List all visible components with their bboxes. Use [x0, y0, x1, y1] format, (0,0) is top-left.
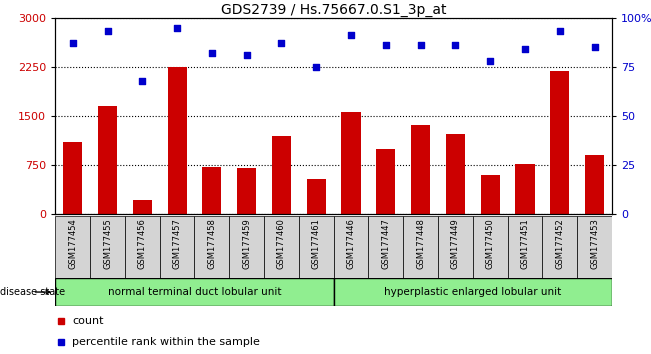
Bar [167, 67, 187, 214]
Point [68, 40, 78, 46]
Text: GSM177461: GSM177461 [312, 218, 321, 269]
Bar [446, 133, 465, 214]
Point [381, 42, 391, 48]
Point [242, 52, 252, 58]
Point [485, 58, 495, 64]
Text: GSM177450: GSM177450 [486, 218, 495, 269]
Point [172, 25, 182, 30]
Bar [333, 216, 368, 278]
Bar [272, 136, 291, 214]
Point [102, 29, 113, 34]
Point [311, 64, 322, 70]
Bar [133, 200, 152, 214]
Bar [229, 216, 264, 278]
Bar [202, 167, 221, 214]
Point [346, 33, 356, 38]
Point [276, 40, 286, 46]
Text: GSM177446: GSM177446 [346, 218, 355, 269]
Bar [63, 142, 82, 214]
Bar [438, 216, 473, 278]
Bar [411, 125, 430, 214]
Text: GSM177454: GSM177454 [68, 218, 77, 269]
Text: hyperplastic enlarged lobular unit: hyperplastic enlarged lobular unit [384, 287, 561, 297]
Bar [299, 216, 333, 278]
Bar [376, 149, 395, 214]
Text: GSM177456: GSM177456 [138, 218, 147, 269]
Bar [480, 175, 500, 214]
Text: percentile rank within the sample: percentile rank within the sample [72, 337, 260, 347]
Bar [403, 216, 438, 278]
Bar [368, 216, 403, 278]
Bar [264, 216, 299, 278]
Bar [542, 216, 577, 278]
Bar [585, 155, 604, 214]
Bar [516, 164, 534, 214]
Bar [195, 216, 229, 278]
Text: disease state: disease state [0, 287, 65, 297]
Text: count: count [72, 316, 104, 326]
Text: GSM177449: GSM177449 [451, 218, 460, 269]
Text: GSM177447: GSM177447 [381, 218, 391, 269]
Bar [333, 278, 612, 306]
Point [555, 29, 565, 34]
Point [137, 78, 148, 84]
Point [206, 50, 217, 56]
Bar [508, 216, 542, 278]
Bar [98, 106, 117, 214]
Text: GSM177452: GSM177452 [555, 218, 564, 269]
Text: GSM177448: GSM177448 [416, 218, 425, 269]
Text: GSM177457: GSM177457 [173, 218, 182, 269]
Text: normal terminal duct lobular unit: normal terminal duct lobular unit [107, 287, 281, 297]
Bar [307, 179, 326, 214]
Bar [342, 112, 361, 214]
Text: GSM177460: GSM177460 [277, 218, 286, 269]
Bar [550, 72, 570, 214]
Point [415, 42, 426, 48]
Bar [473, 216, 508, 278]
Text: GSM177453: GSM177453 [590, 218, 599, 269]
Title: GDS2739 / Hs.75667.0.S1_3p_at: GDS2739 / Hs.75667.0.S1_3p_at [221, 3, 447, 17]
Point [589, 44, 600, 50]
Bar [577, 216, 612, 278]
Bar [237, 169, 256, 214]
Text: GSM177459: GSM177459 [242, 218, 251, 269]
Text: GSM177458: GSM177458 [208, 218, 216, 269]
Text: GSM177451: GSM177451 [520, 218, 529, 269]
Point [450, 42, 461, 48]
Bar [125, 216, 159, 278]
Bar [159, 216, 195, 278]
Bar [55, 216, 90, 278]
Point [519, 46, 530, 52]
Bar [90, 216, 125, 278]
Text: GSM177455: GSM177455 [103, 218, 112, 269]
Bar [55, 278, 333, 306]
